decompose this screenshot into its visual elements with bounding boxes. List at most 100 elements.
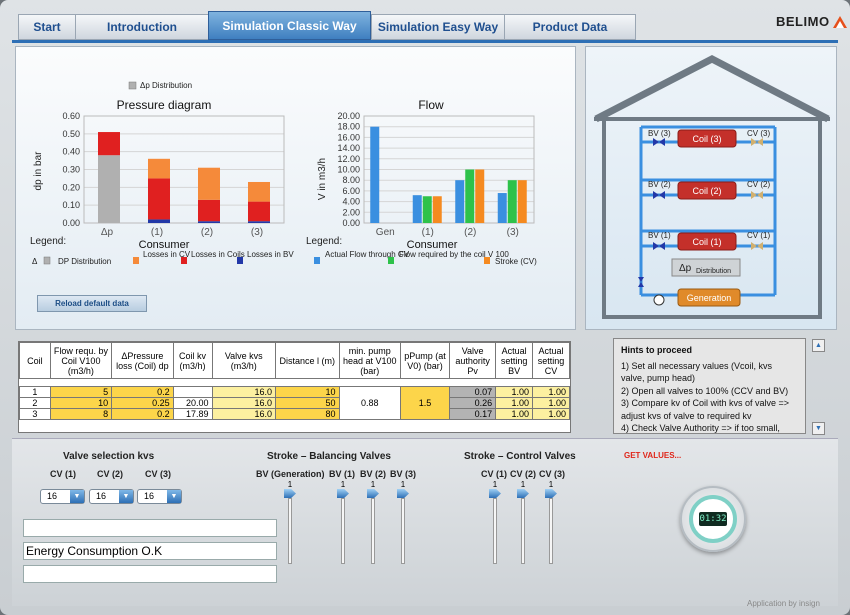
y-tick-label: 18.00 — [337, 122, 360, 132]
slider-thumb[interactable] — [367, 489, 379, 498]
coil-1-label: Coil (1) — [692, 237, 721, 247]
chevron-down-icon: ▼ — [167, 490, 181, 503]
dp-label: Δp — [679, 263, 692, 274]
tab-product-data[interactable]: Product Data — [504, 14, 636, 40]
pressure-bar — [198, 199, 220, 222]
cv1-kvs-select[interactable]: 16 ▼ — [40, 489, 85, 504]
hint-line: 3) Compare kv of Coil with kvs of valve … — [621, 398, 790, 421]
cell-dp-input[interactable]: 0.2 — [111, 408, 174, 420]
bv-2-label: BV (2) — [648, 180, 671, 189]
pressure-top-legend: Δp Distribution — [128, 81, 192, 90]
bv2-label: BV (2) — [360, 469, 387, 479]
message-field-3 — [23, 565, 277, 583]
y-tick-label: 0.50 — [62, 129, 80, 139]
get-values-button[interactable]: GET VALUES... — [624, 451, 682, 460]
tab-underline — [12, 40, 838, 43]
slider-thumb[interactable] — [517, 489, 529, 498]
slider-thumb[interactable] — [284, 489, 296, 498]
cv-2-valve-icon — [751, 191, 763, 199]
cv2-kvs-select[interactable]: 16 ▼ — [89, 489, 134, 504]
cell-kv — [172, 386, 213, 398]
cv2-stroke-label: CV (2) — [510, 469, 537, 479]
pressure-legend-cv: Losses in CV — [143, 250, 191, 259]
slider-track — [341, 498, 345, 564]
charts-svg: Δp Distribution Pressure diagram dp in b… — [30, 81, 537, 266]
flow-bar — [370, 126, 380, 223]
house-schematic: BV (3) CV (3) Coil (3) BV (2) CV (2) Coi… — [594, 55, 830, 319]
flow-bar — [475, 169, 485, 223]
cell-distance-input[interactable]: 10 — [275, 386, 340, 398]
bv3-label: BV (3) — [390, 469, 417, 479]
slider-thumb[interactable] — [489, 489, 501, 498]
cell-ppump-input[interactable]: 1.5 — [399, 386, 451, 420]
coil-3[interactable] — [677, 129, 737, 148]
tab-simulation-easy[interactable]: Simulation Easy Way — [371, 14, 504, 40]
tab-simulation-classic[interactable]: Simulation Classic Way — [208, 11, 371, 40]
generation-label: Generation — [687, 293, 732, 303]
cell-flow-input[interactable]: 10 — [49, 397, 113, 409]
flow-y-axis-label: V in m3/h — [317, 158, 328, 200]
x-tick-label: (2) — [464, 227, 476, 238]
x-tick-label: Δp — [101, 227, 114, 238]
coil-1[interactable] — [677, 232, 737, 251]
slider-thumb[interactable] — [397, 489, 409, 498]
flow-bar — [412, 195, 422, 223]
slider-track — [521, 498, 525, 564]
tab-introduction[interactable]: Introduction — [75, 14, 208, 40]
pressure-legend-bv: Losses in BV — [247, 250, 294, 259]
cell-coil: 3 — [19, 408, 51, 420]
slider-thumb[interactable] — [337, 489, 349, 498]
house-roof — [594, 55, 830, 123]
coil-row-3: BV (3) CV (3) Coil (3) — [648, 129, 770, 148]
coil-2[interactable] — [677, 181, 737, 200]
hints-scroll-down-button[interactable]: ▼ — [812, 422, 825, 435]
pressure-bar — [198, 167, 220, 200]
brand-name: BELIMO — [776, 14, 830, 29]
slider-thumb[interactable] — [545, 489, 557, 498]
cv3-kvs-select[interactable]: 16 ▼ — [137, 489, 182, 504]
pressure-bar — [148, 158, 170, 179]
cell-dp-input[interactable]: 0.2 — [111, 386, 174, 398]
hints-scroll-up-button[interactable]: ▲ — [812, 339, 825, 352]
pressure-bar — [98, 132, 120, 156]
cell-kvs: 16.0 — [211, 408, 276, 420]
slider-track — [549, 498, 553, 564]
slider-track — [371, 498, 375, 564]
flow-legend-stroke: Stroke (CV) — [495, 257, 537, 266]
table-row: 3 8 0.2 17.89 16.0 80 0.17 1.00 1.00 — [19, 408, 570, 420]
cv3-stroke-label: CV (3) — [539, 469, 566, 479]
pressure-bar — [248, 201, 270, 222]
cv3-select-label: CV (3) — [145, 469, 172, 479]
pressure-top-legend-text: Δp Distribution — [140, 81, 192, 90]
y-tick-label: 10.00 — [337, 165, 360, 175]
y-tick-label: 0.40 — [62, 147, 80, 157]
cell-min-pump-head: 0.88 — [338, 386, 401, 420]
cell-distance-input[interactable]: 80 — [275, 408, 340, 420]
col-flow-required: Flow requ. by Coil V100 (m3/h) — [49, 342, 113, 379]
bv-3-label: BV (3) — [648, 129, 671, 138]
table-header-row: Coil Flow requ. by Coil V100 (m3/h) ΔPre… — [19, 342, 570, 379]
pump-icon — [653, 294, 665, 306]
cell-distance-input[interactable]: 50 — [275, 397, 340, 409]
col-setting-cv: Actual setting CV — [532, 342, 570, 379]
plot-frame — [83, 115, 285, 224]
plot-frame — [363, 115, 535, 224]
cell-dp-input[interactable]: 0.25 — [111, 397, 174, 409]
y-tick-label: 2.00 — [342, 207, 360, 217]
control-valves-title: Stroke – Control Valves — [464, 451, 576, 462]
message-field-energy: Energy Consumption O.K — [23, 542, 277, 560]
hints-title: Hints to proceed — [621, 345, 693, 355]
cell-flow-input[interactable]: 8 — [49, 408, 113, 420]
pressure-bars: Δp (1) (2) (3) — [98, 132, 270, 238]
flow-bar — [465, 169, 475, 223]
cell-flow-input[interactable]: 5 — [49, 386, 113, 398]
tab-start[interactable]: Start — [18, 14, 75, 40]
col-valve-kvs: Valve kvs (m3/h) — [211, 342, 276, 379]
reload-default-data-button[interactable]: Reload default data — [37, 295, 147, 312]
cell-kv: 20.00 — [172, 397, 213, 409]
generation-unit[interactable] — [677, 288, 741, 307]
pressure-legend-coils: Losses in Coils — [191, 250, 245, 259]
cell-authority: 0.07 — [449, 386, 497, 398]
cv2-select-label: CV (2) — [97, 469, 124, 479]
